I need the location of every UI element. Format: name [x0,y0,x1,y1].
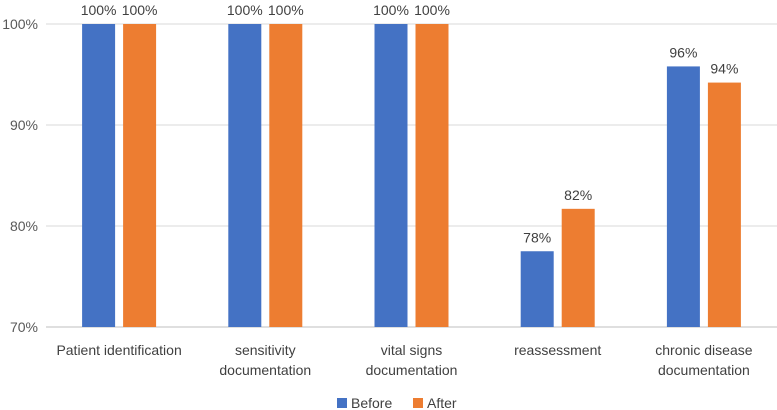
bar-after [707,82,741,327]
data-label: 94% [710,61,738,77]
x-tick-label: vital signs [381,342,442,358]
legend-swatch-before [337,398,347,408]
gridlines [46,23,777,328]
bars [82,24,741,328]
legend-label: After [427,395,457,410]
data-label: 100% [227,2,263,18]
data-label: 96% [669,44,697,60]
y-axis: 70% 80% 90% 100% [2,16,38,335]
data-label: 100% [268,2,304,18]
y-tick-label: 70% [10,319,38,335]
bar-before [520,251,554,327]
x-tick-label: documentation [219,362,311,378]
legend: Before After [337,395,457,410]
bar-after [415,24,449,327]
data-label: 78% [523,229,551,245]
legend-label: Before [351,395,392,410]
bar-before [82,24,116,327]
y-tick-label: 100% [2,16,38,32]
data-label: 82% [564,187,592,203]
y-tick-label: 80% [10,218,38,234]
bar-after [269,24,303,327]
data-labels: 100% 100% 100% 100% 100% 100% 78% 82% 96% 94% [81,2,739,245]
data-label: 100% [373,2,409,18]
x-tick-label: Patient identification [56,342,181,358]
legend-swatch-after [413,398,423,408]
data-label: 100% [81,2,117,18]
bar-before [228,24,262,327]
bar-before [374,24,408,327]
x-tick-label: documentation [658,362,750,378]
bar-before [666,66,700,328]
bar-after [561,208,595,327]
x-tick-label: sensitivity [235,342,296,358]
bar-after [123,24,157,327]
x-tick-label: documentation [366,362,458,378]
x-axis: Patient identification sensitivity documen… [56,342,752,378]
x-tick-label: chronic disease [655,342,752,358]
data-label: 100% [122,2,158,18]
data-label: 100% [414,2,450,18]
x-tick-label: reassessment [514,342,601,358]
y-tick-label: 90% [10,117,38,133]
